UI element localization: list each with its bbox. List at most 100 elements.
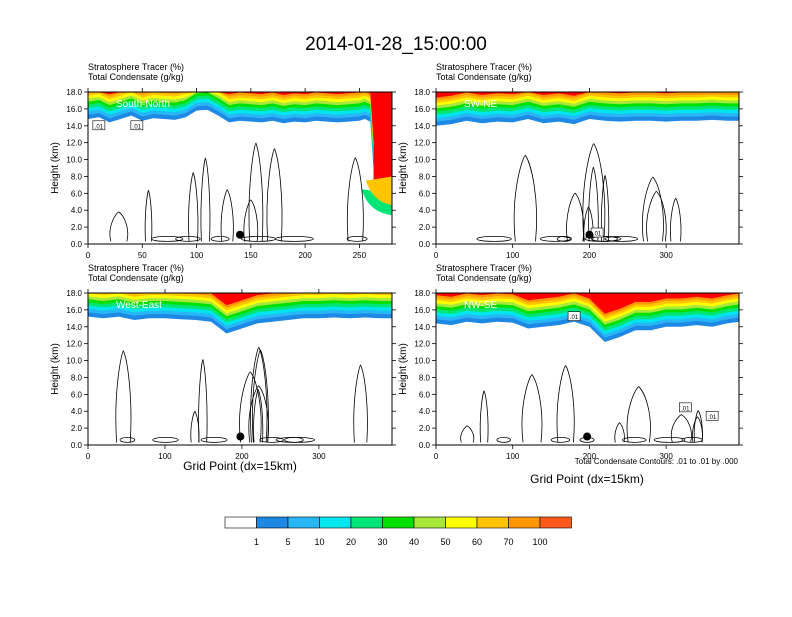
colorbar-label: 1 <box>254 537 259 547</box>
location-marker <box>583 432 592 441</box>
colorbar-label: 50 <box>440 537 450 547</box>
y-tick-label: 4.0 <box>419 407 431 416</box>
condensate-cell <box>200 436 228 443</box>
panel-label-tracer: Stratosphere Tracer (%) <box>436 62 532 72</box>
condensate-contour <box>200 157 211 242</box>
condensate-contour <box>693 410 703 443</box>
y-tick-label: 6.0 <box>419 189 431 198</box>
plot-frame <box>435 292 740 446</box>
condensate-contour <box>670 197 682 242</box>
y-tick-label: 18.0 <box>66 88 82 97</box>
x-tick-label: 0 <box>434 251 439 260</box>
colorbar-swatch <box>319 516 352 529</box>
condensate-contour <box>642 176 664 242</box>
y-axis-label: Height (km) <box>398 142 409 194</box>
y-tick-label: 8.0 <box>419 172 431 181</box>
contour-label-box <box>705 410 719 421</box>
x-tick-label: 50 <box>138 251 147 260</box>
y-tick-label: 16.0 <box>414 105 430 114</box>
contour-label: .01 <box>708 415 717 421</box>
contour-note: Total Condensate Contours: .01 to .01 by… <box>575 457 739 466</box>
y-axis-label: Height (km) <box>50 343 61 395</box>
y-tick-label: 12.0 <box>414 340 430 349</box>
x-tick-label: 100 <box>506 251 520 260</box>
condensate-contour <box>239 371 262 443</box>
figure-title: 2014-01-28_15:00:00 <box>305 34 487 55</box>
colorbar-label: 60 <box>472 537 482 547</box>
y-tick-label: 18.0 <box>414 289 430 298</box>
condensate-cell <box>240 235 276 242</box>
tracer-band-top <box>436 92 739 98</box>
plot-area: South-North .01 .01 <box>88 92 392 244</box>
tracer-band-5 <box>88 92 392 200</box>
location-marker <box>236 230 244 239</box>
condensate-contour <box>353 364 368 443</box>
y-tick-label: 2.0 <box>419 424 431 433</box>
panel-label-tracer: Stratosphere Tracer (%) <box>88 62 184 72</box>
panel-label-condensate: Total Condensate (g/kg) <box>436 273 532 283</box>
condensate-contour <box>250 346 268 443</box>
x-tick-label: 100 <box>506 452 520 461</box>
condensate-contour <box>582 143 606 242</box>
plot-area: NW-SE .01 .01 .01 <box>436 293 739 445</box>
y-tick-label: 14.0 <box>66 122 82 131</box>
y-axis-label: Height (km) <box>398 343 409 395</box>
tracer-band-top <box>436 293 739 314</box>
panel-south-north: Stratosphere Tracer (%)Total Condensate … <box>50 62 396 260</box>
x-tick-label: 100 <box>190 251 204 260</box>
colorbar-swatch <box>413 516 446 529</box>
x-tick-label: 0 <box>86 251 91 260</box>
y-tick-label: 2.0 <box>71 223 83 232</box>
condensate-contour <box>144 189 153 242</box>
y-tick-label: 14.0 <box>414 122 430 131</box>
panel-label-condensate: Total Condensate (g/kg) <box>88 72 184 82</box>
panel-label-condensate: Total Condensate (g/kg) <box>88 273 184 283</box>
condensate-contour <box>646 190 667 242</box>
y-tick-label: 16.0 <box>66 306 82 315</box>
colorbar-label: 100 <box>532 537 547 547</box>
condensate-cell <box>210 235 230 242</box>
x-tick-label: 300 <box>659 251 673 260</box>
condensate-contour <box>521 374 543 443</box>
y-tick-label: 10.0 <box>66 357 82 366</box>
y-tick-label: 0.0 <box>419 240 431 249</box>
contour-label-box <box>130 120 144 131</box>
tracer-intrusion <box>373 92 392 202</box>
condensate-cell <box>681 436 703 443</box>
contour-label-box <box>92 120 106 131</box>
colorbar-swatch <box>350 516 383 529</box>
y-tick-label: 0.0 <box>419 441 431 450</box>
y-tick-label: 10.0 <box>414 156 430 165</box>
x-tick-label: 0 <box>86 452 91 461</box>
condensate-contour <box>248 142 264 242</box>
condensate-cell <box>476 235 512 242</box>
x-tick-label: 300 <box>312 452 326 461</box>
plot-area: West-East <box>88 293 392 445</box>
x-tick-label: 200 <box>298 251 312 260</box>
condensate-contour <box>188 172 199 242</box>
panel-label-condensate: Total Condensate (g/kg) <box>436 72 532 82</box>
y-tick-label: 0.0 <box>71 240 83 249</box>
y-tick-label: 18.0 <box>414 88 430 97</box>
panel-sw-ne: Stratosphere Tracer (%)Total Condensate … <box>398 62 743 260</box>
condensate-contour <box>626 386 651 443</box>
condensate-contour <box>253 389 264 443</box>
condensate-cell <box>119 436 136 443</box>
y-tick-label: 14.0 <box>66 323 82 332</box>
x-tick-label: 200 <box>583 452 597 461</box>
y-tick-label: 6.0 <box>71 189 83 198</box>
colorbar-swatch <box>382 516 415 529</box>
panel-region-name: West-East <box>116 300 162 311</box>
y-tick-label: 8.0 <box>71 373 83 382</box>
condensate-contour <box>566 192 585 242</box>
y-tick-label: 12.0 <box>66 139 82 148</box>
contour-label: .01 <box>593 232 602 238</box>
condensate-cell <box>151 235 184 242</box>
condensate-cell <box>259 436 284 443</box>
contour-label-box <box>679 402 692 413</box>
condensate-contour <box>109 211 129 242</box>
plot-area: SW-NE .01 <box>436 92 739 244</box>
x-tick-label: 200 <box>583 251 597 260</box>
colorbar-label: 5 <box>285 537 290 547</box>
